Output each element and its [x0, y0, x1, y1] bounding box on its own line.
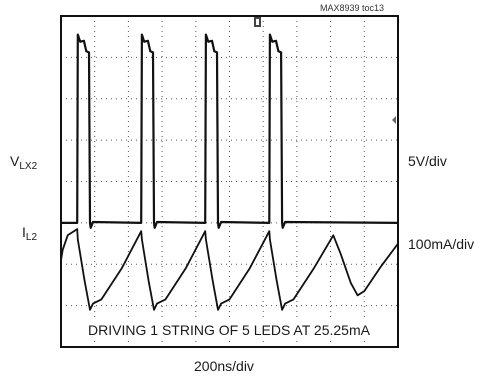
scale-label-vlx2: 5V/div — [408, 153, 447, 169]
trigger-marker-icon — [254, 17, 261, 27]
figure-reference: MAX8939 toc13 — [320, 3, 385, 13]
grid — [61, 16, 398, 347]
plot-frame — [60, 15, 399, 348]
channel-label-sub: LX2 — [19, 161, 38, 172]
trace-il2 — [60, 228, 399, 311]
level-arrow-icon — [392, 116, 396, 124]
annotation-backdrop — [84, 319, 376, 339]
channel-label-main: V — [10, 153, 20, 169]
scale-label-il2: 100mA/div — [408, 236, 475, 252]
traces — [60, 33, 399, 311]
channel-label-sub: L2 — [25, 232, 38, 243]
trace-vlx2 — [61, 33, 399, 229]
time-scale-label: 200ns/div — [194, 358, 254, 374]
channel-label-main: I — [22, 224, 26, 240]
channel-label-il2: IL2 — [22, 224, 37, 243]
channel-label-vlx2: VLX2 — [10, 153, 37, 172]
annotation-text: DRIVING 1 STRING OF 5 LEDS AT 25.25mA — [88, 322, 371, 338]
